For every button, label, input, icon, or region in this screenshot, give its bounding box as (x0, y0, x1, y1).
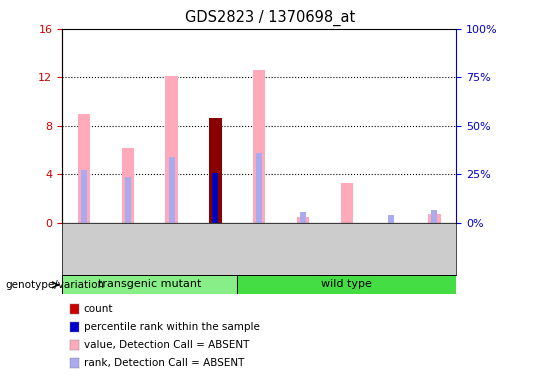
Bar (297, 217, 309, 223)
Bar (165, 76, 178, 223)
Text: count: count (84, 304, 113, 314)
Text: percentile rank within the sample: percentile rank within the sample (84, 322, 260, 332)
Bar (212, 173, 219, 223)
Text: wild type: wild type (321, 279, 372, 289)
Bar (62, 275, 237, 294)
Bar (210, 119, 221, 223)
Bar (431, 210, 437, 223)
Bar (168, 157, 174, 223)
Bar (78, 114, 90, 223)
Bar (388, 215, 394, 223)
Text: GDS2823 / 1370698_at: GDS2823 / 1370698_at (185, 10, 355, 26)
Bar (300, 212, 306, 223)
Bar (237, 275, 456, 294)
Bar (341, 183, 353, 223)
Bar (256, 153, 262, 223)
Bar (428, 214, 441, 223)
Bar (122, 147, 134, 223)
Text: transgenic mutant: transgenic mutant (98, 279, 201, 289)
Bar (62, 275, 237, 294)
Bar (253, 70, 265, 223)
Text: genotype/variation: genotype/variation (5, 280, 105, 290)
Bar (237, 275, 456, 294)
Text: value, Detection Call = ABSENT: value, Detection Call = ABSENT (84, 340, 249, 350)
Text: rank, Detection Call = ABSENT: rank, Detection Call = ABSENT (84, 358, 244, 368)
Bar (125, 177, 131, 223)
Bar (81, 170, 87, 223)
